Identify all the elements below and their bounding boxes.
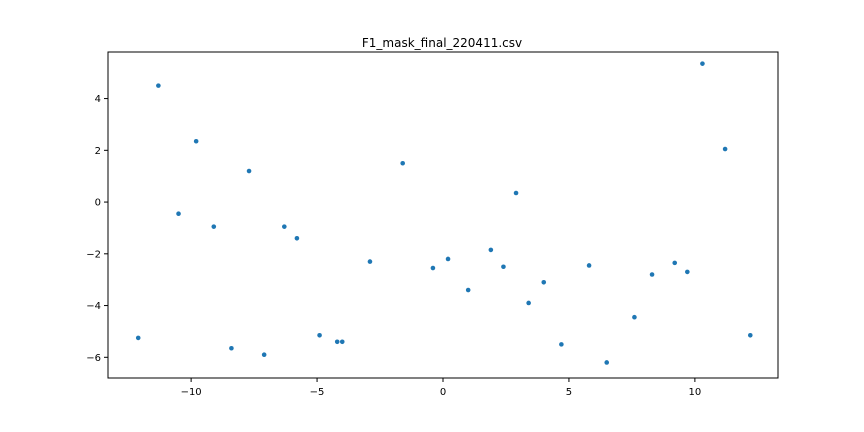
data-point: [649, 272, 655, 277]
data-point: [445, 256, 451, 262]
axes-layer: −10 −5 0 5 10 −6 −4 −2 0 2 4: [86, 94, 701, 398]
data-point: [135, 335, 141, 341]
data-point: [156, 83, 161, 88]
data-point: [541, 279, 547, 285]
x-tick-label: 0: [440, 387, 446, 398]
data-point: [334, 339, 340, 345]
data-point: [339, 339, 345, 345]
data-point: [367, 259, 373, 264]
data-point: [317, 333, 322, 338]
chart-title: F1_mask_final_220411.csv: [362, 36, 522, 50]
data-point: [526, 300, 531, 306]
data-point: [747, 333, 753, 338]
data-point: [488, 247, 494, 253]
data-point: [430, 265, 436, 271]
data-point: [501, 264, 506, 270]
data-point: [211, 224, 217, 229]
plot-frame: [107, 51, 779, 379]
data-point: [294, 235, 300, 241]
data-point: [672, 260, 678, 266]
data-point: [722, 146, 728, 152]
data-point: [261, 352, 267, 358]
data-point: [246, 168, 252, 174]
data-point: [586, 263, 592, 268]
points-layer: [135, 61, 753, 365]
data-point: [229, 345, 234, 351]
y-tick-label: −4: [86, 301, 101, 312]
data-point: [700, 61, 705, 66]
data-point: [685, 269, 690, 275]
data-point: [604, 360, 610, 365]
x-tick-label: −5: [310, 387, 325, 398]
y-tick-label: 2: [95, 146, 101, 157]
y-tick-label: 4: [95, 94, 101, 105]
data-point: [513, 190, 519, 196]
data-point: [282, 224, 287, 229]
data-point: [400, 160, 405, 166]
x-tick-label: 5: [566, 387, 572, 398]
data-point: [176, 211, 181, 217]
y-tick-label: −6: [86, 353, 101, 364]
data-point: [193, 138, 199, 144]
data-point: [465, 287, 471, 293]
data-point: [559, 342, 564, 347]
data-point: [632, 314, 637, 320]
y-tick-label: −2: [86, 249, 101, 260]
x-tick-label: 10: [689, 387, 702, 398]
y-tick-label: 0: [95, 198, 101, 209]
x-tick-label: −10: [181, 387, 202, 398]
